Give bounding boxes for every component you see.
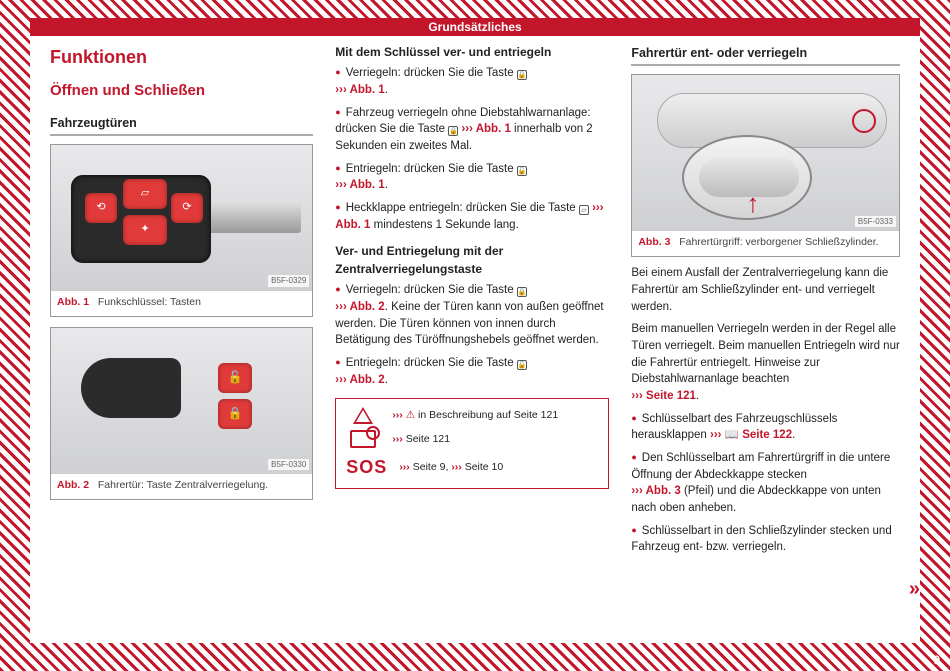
book-icon: [350, 430, 376, 448]
lock-icon: 🔒: [517, 287, 527, 297]
key-panic-icon: ✦: [123, 215, 167, 245]
ref-sos: SOS ››› Seite 9, ››› Seite 10: [346, 454, 598, 480]
figure-1-caption-text: Funkschlüssel: Tasten: [98, 296, 201, 308]
continue-indicator: »: [909, 578, 920, 601]
keyfob-illustration: ⟲ ▱ ⟳ ✦: [71, 165, 301, 275]
figure-3-tag: B5F-0333: [855, 216, 896, 228]
figure-2-image: 🔓 🔒 B5F-0330: [51, 328, 312, 473]
reference-box: ››› ⚠ in Beschreibung auf Seite 121 ››› …: [335, 398, 609, 489]
bullet-turn-key: Schlüsselbart in den Schließzylinder ste…: [631, 523, 900, 556]
door-interior-illustration: 🔓 🔒: [51, 328, 312, 473]
bullet-lock-no-alarm: Fahrzeug verriegeln ohne Diebstahlwarnan…: [335, 105, 609, 155]
key-trunk-icon: ▱: [123, 179, 167, 209]
figure-1-box: ⟲ ▱ ⟳ ✦ B5F-0329 Abb. 1 Funkschlüssel: T…: [50, 144, 313, 317]
zoom-circle: ↑: [682, 135, 812, 220]
figure-3-caption-text: Fahrertürgriff: verborgener Schließzylin…: [679, 236, 878, 248]
bullet-central-lock: Verriegeln: drücken Sie die Taste 🔒 ››› …: [335, 282, 609, 349]
central-unlock-icon: 🔓: [218, 363, 252, 393]
key-unlock-icon: ⟲: [85, 193, 117, 223]
column-right: Fahrertür ent- oder verriegeln ↑ B5F-033…: [631, 44, 900, 633]
lock-icon: 🔒: [448, 126, 458, 136]
warning-triangle-icon: [353, 407, 373, 424]
figure-3-box: ↑ B5F-0333 Abb. 3 Fahrertürgriff: verbor…: [631, 74, 900, 257]
figure-1-caption: Abb. 1 Funkschlüssel: Tasten: [51, 290, 312, 316]
unlock-icon: 🔓: [517, 166, 527, 176]
manual-page: Grundsätzliches Funktionen Öffnen und Sc…: [30, 18, 920, 643]
columns: Funktionen Öffnen und Schließen Fahrzeug…: [50, 44, 900, 633]
figure-3-image: ↑ B5F-0333: [632, 75, 899, 230]
ref-warning: ››› ⚠ in Beschreibung auf Seite 121: [346, 407, 598, 424]
section-driver-door: Fahrertür ent- oder verriegeln: [631, 44, 900, 66]
figure-2-tag: B5F-0330: [268, 459, 309, 471]
arrow-up-icon: ↑: [746, 185, 759, 220]
figure-2-caption: Abb. 2 Fahrertür: Taste Zentralverriegel…: [51, 473, 312, 499]
figure-2-label: Abb. 2: [57, 479, 89, 491]
lock-icon: 🔒: [517, 70, 527, 80]
book-small-icon: 📖: [725, 429, 739, 441]
bullet-unlock: Entriegeln: drücken Sie die Taste 🔓 ››› …: [335, 161, 609, 194]
para-failure: Bei einem Ausfall der Zentralverriegelun…: [631, 265, 900, 315]
figure-1-image: ⟲ ▱ ⟳ ✦ B5F-0329: [51, 145, 312, 290]
para-manual-lock: Beim manuellen Verriegeln werden in der …: [631, 321, 900, 404]
bullet-central-unlock: Entriegeln: drücken Sie die Taste 🔓 ››› …: [335, 355, 609, 388]
figure-2-box: 🔓 🔒 B5F-0330 Abb. 2 Fahrertür: Taste Zen…: [50, 327, 313, 500]
heading-central-lock: Ver- und Entriegelung mit der Zentralver…: [335, 243, 609, 278]
figure-2-caption-text: Fahrertür: Taste Zentralverriegelung.: [98, 479, 268, 491]
figure-3-caption: Abb. 3 Fahrertürgriff: verborgener Schli…: [632, 230, 899, 256]
bullet-insert-key: Den Schlüsselbart am Fahrertürgriff in d…: [631, 450, 900, 517]
heading-key-lock: Mit dem Schlüssel ver- und entriegeln: [335, 44, 609, 61]
bullet-trunk: Heckklappe entriegeln: drücken Sie die T…: [335, 200, 609, 233]
bullet-fold-key: Schlüsselbart des Fahrzeugschlüssels her…: [631, 411, 900, 444]
figure-1-label: Abb. 1: [57, 296, 89, 308]
heading-open-close: Öffnen und Schließen: [50, 80, 313, 102]
figure-1-tag: B5F-0329: [268, 275, 309, 287]
key-lock-icon: ⟳: [171, 193, 203, 223]
section-fahrzeugtueren: Fahrzeugtüren: [50, 114, 313, 136]
figure-3-label: Abb. 3: [638, 236, 670, 248]
trunk-icon: ▱: [579, 205, 589, 215]
column-middle: Mit dem Schlüssel ver- und entriegeln Ve…: [335, 44, 609, 633]
page-header: Grundsätzliches: [30, 18, 920, 36]
central-lock-icon: 🔒: [218, 399, 252, 429]
column-left: Funktionen Öffnen und Schließen Fahrzeug…: [50, 44, 313, 633]
ref-manual: ››› Seite 121: [346, 430, 598, 448]
heading-funktionen: Funktionen: [50, 44, 313, 70]
lock-cylinder-icon: [852, 109, 876, 133]
sos-icon: SOS: [346, 454, 387, 480]
unlock-icon: 🔓: [517, 360, 527, 370]
page-number: 9: [933, 653, 940, 667]
bullet-lock: Verriegeln: drücken Sie die Taste 🔒 ››› …: [335, 65, 609, 98]
